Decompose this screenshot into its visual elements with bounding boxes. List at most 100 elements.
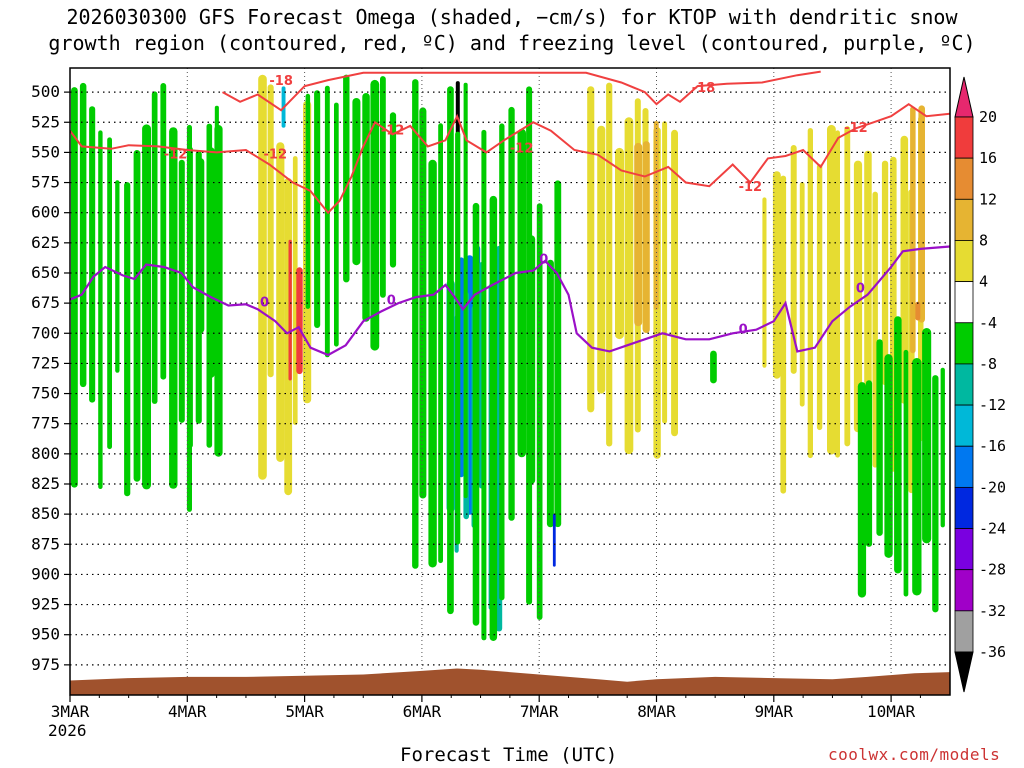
omega-5mar-green-streak xyxy=(362,93,370,322)
omega-early-green-bands-streak xyxy=(133,150,141,482)
colorbar-bin xyxy=(954,322,974,365)
omega-9mar-yellow-streak xyxy=(807,128,813,459)
omega-6mar-green-plume-streak xyxy=(508,106,515,521)
terrain xyxy=(70,668,950,695)
dgz-label: -18 xyxy=(269,74,293,89)
ground-terrain xyxy=(70,668,950,695)
omega-9mar-yellow-streak xyxy=(772,171,781,379)
omega-6mar-green-plume-streak xyxy=(517,128,526,458)
omega-4mar-green-streak xyxy=(214,105,219,417)
omega-4mar-yellow-ascent-streak xyxy=(258,74,267,480)
omega-5mar-green-streak xyxy=(343,74,350,283)
freezing-level-label: 0 xyxy=(739,322,748,337)
omega-9mar-yellow-streak xyxy=(844,126,851,447)
omega-8mar-green-streak xyxy=(710,350,717,384)
freezing-level-label: 0 xyxy=(387,293,396,308)
colorbar-bin xyxy=(954,363,974,406)
omega-7mar-green-streak xyxy=(536,203,543,620)
colorbar-bin xyxy=(954,116,974,159)
omega-10mar-green-low-streak xyxy=(940,367,945,528)
colorbar-bin xyxy=(954,486,974,529)
colorbar-bin xyxy=(954,198,974,241)
y-tick-label: 650 xyxy=(31,263,60,282)
freezing-level-label: 0 xyxy=(856,281,865,296)
omega-5mar-green-streak xyxy=(352,98,361,266)
freezing-level-label: 0 xyxy=(539,252,548,267)
omega-5mar-green-streak xyxy=(370,79,380,351)
colorbar-bin xyxy=(954,404,974,447)
omega-7mar-green-streak xyxy=(554,180,562,528)
x-tick-label: 8MAR xyxy=(637,702,676,721)
omega-early-green-bands-streak xyxy=(89,106,96,403)
omega-early-green-bands-streak xyxy=(124,182,131,497)
chart-title-line-2: growth region (contoured, red, ºC) and f… xyxy=(48,31,976,55)
freezing-level-label: 0 xyxy=(260,296,269,311)
y-tick-label: 850 xyxy=(31,504,60,523)
colorbar-label: -28 xyxy=(979,561,1006,579)
colorbar-label: -32 xyxy=(979,602,1006,620)
colorbar-bin xyxy=(954,281,974,324)
omega-6mar-green-plume-streak xyxy=(412,79,419,569)
x-tick-label: 10MAR xyxy=(867,702,916,721)
colorbar-bin xyxy=(954,445,974,488)
x-tick-label: 6MAR xyxy=(403,702,442,721)
grid-lines xyxy=(70,68,950,695)
omega-9mar-yellow-streak xyxy=(900,135,909,404)
x-tick-label: 3MAR xyxy=(51,702,90,721)
omega-5mar-green-streak xyxy=(380,76,386,298)
omega-4mar-yellow-ascent-streak xyxy=(276,142,285,462)
credit-link[interactable]: coolwx.com/models xyxy=(828,745,1001,764)
colorbar-label: 4 xyxy=(979,273,988,291)
omega-9mar-yellow-streak xyxy=(790,145,797,374)
omega-7mar-green-streak xyxy=(527,235,536,484)
omega-6mar-green-plume-streak xyxy=(499,123,505,601)
omega-9mar-yellow-streak xyxy=(762,197,767,368)
colorbar-label: 8 xyxy=(979,231,988,249)
colorbar-bin xyxy=(954,528,974,571)
dgz-minus18-contour xyxy=(222,70,821,112)
omega-9mar-yellow-streak xyxy=(853,160,863,433)
omega-7mar-yellow-streak xyxy=(606,82,613,447)
omega-9mar-yellow-streak xyxy=(799,182,805,407)
omega-6mar-green-plume-streak xyxy=(455,131,461,545)
omega-9mar-yellow-streak xyxy=(835,130,840,458)
omega-early-green-bands-streak xyxy=(142,124,151,490)
x-axis-title: Forecast Time (UTC) xyxy=(400,744,618,766)
x-tick-label: 4MAR xyxy=(168,702,207,721)
omega-6mar-green-plume-streak xyxy=(447,86,454,615)
dgz-label: -12 xyxy=(739,180,763,195)
colorbar-label: -12 xyxy=(979,396,1006,414)
y-tick-label: 750 xyxy=(31,384,60,403)
dgz-label: -12 xyxy=(844,121,868,136)
year-label: 2026 xyxy=(48,721,87,740)
x-axis: 3MAR 4MAR 5MAR 6MAR 7MAR 8MAR 9MAR 10MAR xyxy=(51,695,921,721)
omega-7mar-gold-streak xyxy=(653,121,659,311)
y-tick-label: 875 xyxy=(31,534,60,553)
omega-5mar-green-streak xyxy=(305,93,311,309)
y-tick-label: 675 xyxy=(31,293,60,312)
omega-9mar-yellow-streak xyxy=(816,164,823,431)
colorbar-label: -20 xyxy=(979,478,1006,496)
omega-early-green-bands-streak xyxy=(151,91,158,404)
omega-early-green-bands-streak xyxy=(178,159,185,423)
omega-7mar-navy-streak xyxy=(552,513,556,567)
omega-10mar-green-low-streak xyxy=(876,339,883,536)
x-tick-label: 5MAR xyxy=(285,702,324,721)
omega-early-green-bands-streak xyxy=(169,127,178,489)
omega-5mar-green-streak xyxy=(314,90,321,328)
y-tick-label: 925 xyxy=(31,595,60,614)
colorbar-bin xyxy=(954,610,974,653)
colorbar-label: 20 xyxy=(979,108,997,126)
omega-4mar-green-streak xyxy=(206,147,215,378)
omega-10mar-green-low-streak xyxy=(884,354,893,558)
colorbar-bin xyxy=(954,569,974,612)
x-tick-label: 7MAR xyxy=(520,702,559,721)
y-tick-label: 500 xyxy=(31,82,60,101)
y-tick-label: 775 xyxy=(31,414,60,433)
dgz-label: -12 xyxy=(264,147,288,162)
omega-early-green-bands-streak xyxy=(160,83,167,380)
contours: -18 -12 -12 -12 -12 -18 -12 -12 0 0 0 0 0 xyxy=(70,70,950,357)
y-tick-label: 625 xyxy=(31,233,60,252)
dgz-label: -12 xyxy=(381,123,405,138)
colorbar-bottom-triangle xyxy=(954,651,974,693)
